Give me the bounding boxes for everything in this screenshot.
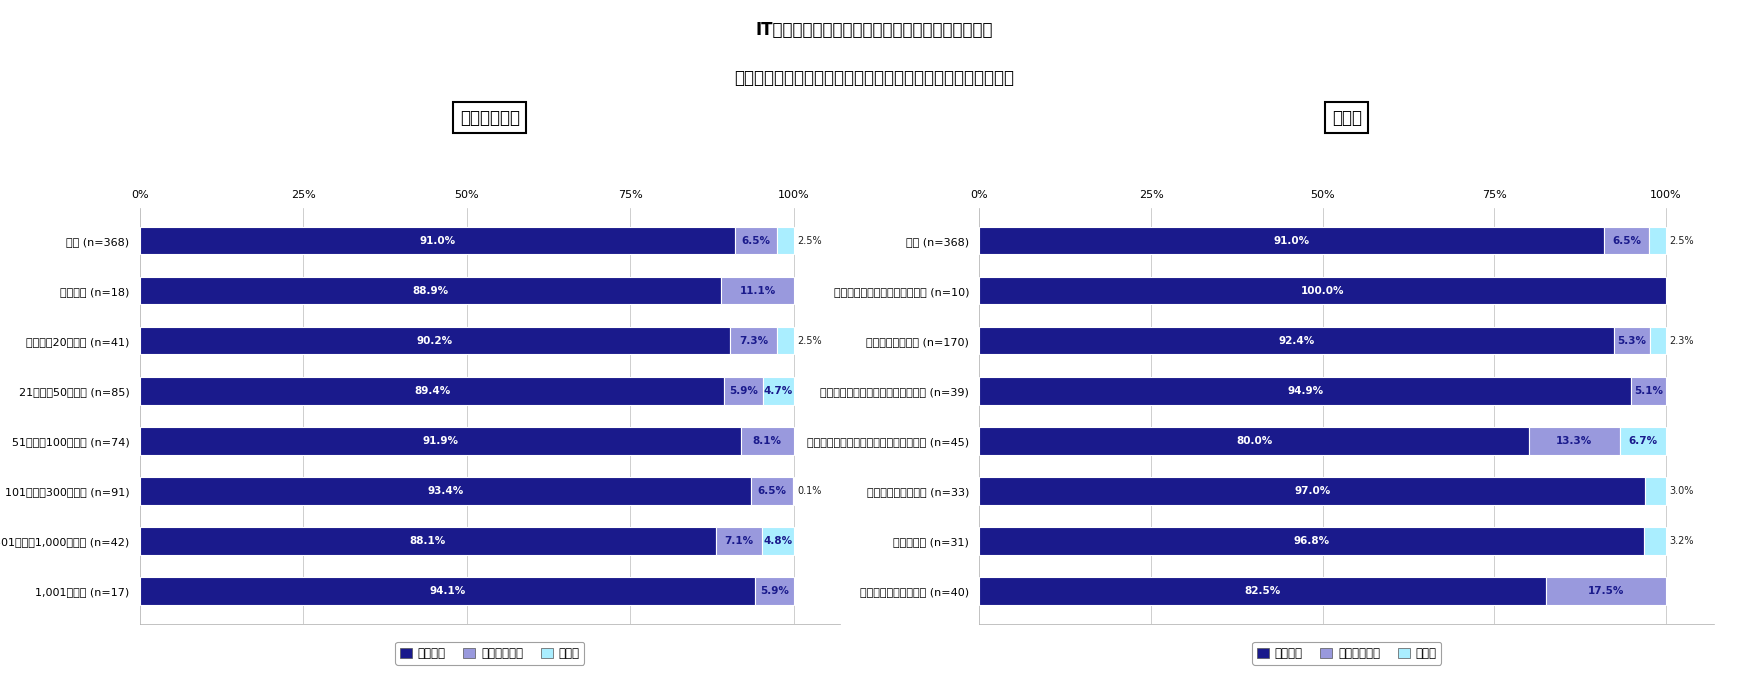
Bar: [140, 227, 734, 254]
Text: 88.1%: 88.1%: [409, 536, 446, 546]
Text: 93.4%: 93.4%: [427, 486, 463, 496]
Text: 3.2%: 3.2%: [1668, 536, 1692, 546]
Text: 94.9%: 94.9%: [1287, 386, 1323, 396]
Bar: [1603, 227, 1648, 254]
Bar: [1619, 427, 1666, 455]
Text: 90.2%: 90.2%: [416, 335, 453, 346]
Text: 2.5%: 2.5%: [1668, 236, 1694, 245]
Bar: [724, 377, 762, 405]
Bar: [729, 327, 776, 354]
Bar: [1648, 327, 1666, 354]
Text: 91.0%: 91.0%: [420, 236, 454, 245]
Bar: [755, 577, 794, 605]
Bar: [979, 327, 1613, 354]
Text: 6.5%: 6.5%: [741, 236, 771, 245]
Bar: [140, 577, 755, 605]
Bar: [140, 327, 729, 354]
Bar: [1528, 427, 1619, 455]
Bar: [1545, 577, 1666, 605]
Text: 82.5%: 82.5%: [1245, 586, 1280, 596]
Bar: [979, 227, 1603, 254]
Text: 91.0%: 91.0%: [1273, 236, 1309, 245]
Bar: [776, 227, 794, 254]
Bar: [741, 427, 794, 455]
Text: 5.3%: 5.3%: [1617, 335, 1645, 346]
Bar: [140, 527, 715, 554]
Bar: [979, 527, 1643, 554]
Bar: [979, 477, 1645, 505]
Text: 2.5%: 2.5%: [797, 335, 822, 346]
Bar: [715, 527, 762, 554]
Bar: [979, 377, 1631, 405]
Bar: [762, 377, 794, 405]
Text: 92.4%: 92.4%: [1278, 335, 1314, 346]
Text: 100.0%: 100.0%: [1301, 286, 1344, 296]
Bar: [1613, 327, 1648, 354]
Bar: [140, 477, 750, 505]
Bar: [720, 277, 794, 304]
Bar: [979, 577, 1545, 605]
Bar: [979, 277, 1666, 304]
Bar: [140, 427, 741, 455]
Bar: [1645, 477, 1666, 505]
Bar: [750, 477, 792, 505]
Bar: [979, 427, 1528, 455]
Bar: [140, 277, 720, 304]
Text: 6.5%: 6.5%: [1612, 236, 1640, 245]
Text: 2.3%: 2.3%: [1668, 335, 1692, 346]
Legend: そう思う, そう思わない, 無回答: そう思う, そう思わない, 無回答: [1252, 642, 1440, 665]
Text: 従業員規模別: 従業員規模別: [460, 109, 519, 127]
Text: 2.5%: 2.5%: [797, 236, 822, 245]
Text: 17.5%: 17.5%: [1587, 586, 1624, 596]
Bar: [776, 327, 794, 354]
Text: 個人の「スキルのレベル」や「仕事の成果」を重視するべきか: 個人の「スキルのレベル」や「仕事の成果」を重視するべきか: [734, 69, 1014, 87]
Text: 96.8%: 96.8%: [1294, 536, 1328, 546]
Text: 88.9%: 88.9%: [413, 286, 447, 296]
Text: 4.8%: 4.8%: [764, 536, 792, 546]
Bar: [1643, 527, 1666, 554]
Legend: そう思う, そう思わない, 無回答: そう思う, そう思わない, 無回答: [395, 642, 584, 665]
Text: 5.9%: 5.9%: [729, 386, 757, 396]
Text: 11.1%: 11.1%: [739, 286, 774, 296]
Text: 7.1%: 7.1%: [724, 536, 753, 546]
Text: 0.1%: 0.1%: [797, 486, 822, 496]
Text: 6.7%: 6.7%: [1627, 436, 1657, 446]
Bar: [734, 227, 776, 254]
Text: 89.4%: 89.4%: [414, 386, 449, 396]
Text: 80.0%: 80.0%: [1236, 436, 1271, 446]
Text: 91.9%: 91.9%: [421, 436, 458, 446]
Text: 5.1%: 5.1%: [1633, 386, 1662, 396]
Bar: [762, 527, 794, 554]
Text: 3.0%: 3.0%: [1668, 486, 1692, 496]
Text: 94.1%: 94.1%: [430, 586, 465, 596]
Text: IT人材の給与水準の決定において、「年功」よりも: IT人材の給与水準の決定において、「年功」よりも: [755, 21, 993, 39]
Text: 7.3%: 7.3%: [739, 335, 767, 346]
Text: 6.5%: 6.5%: [757, 486, 787, 496]
Bar: [140, 377, 724, 405]
Text: 5.9%: 5.9%: [760, 586, 788, 596]
Text: 8.1%: 8.1%: [752, 436, 781, 446]
Bar: [1648, 227, 1666, 254]
Text: 97.0%: 97.0%: [1294, 486, 1330, 496]
Text: 13.3%: 13.3%: [1556, 436, 1591, 446]
Text: 業種別: 業種別: [1330, 109, 1362, 127]
Text: 4.7%: 4.7%: [764, 386, 792, 396]
Bar: [1631, 377, 1666, 405]
